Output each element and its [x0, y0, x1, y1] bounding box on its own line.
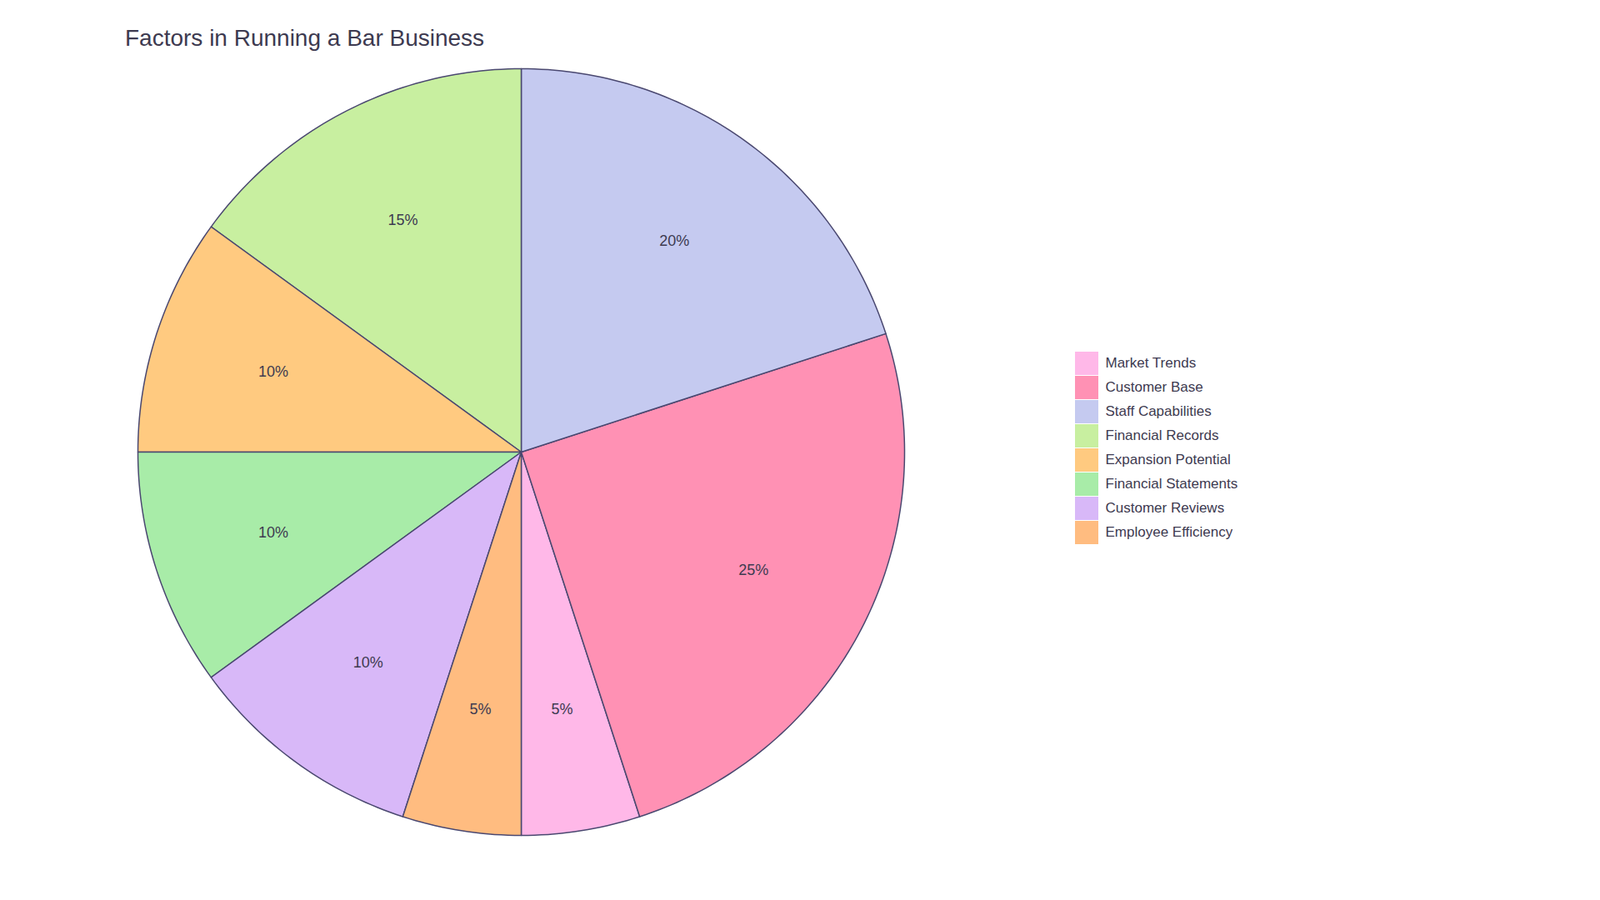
svg-text:15%: 15%: [387, 211, 418, 229]
svg-text:20%: 20%: [659, 232, 690, 250]
html-text:Financial Statements: Financial Statements: [1105, 475, 1238, 492]
html-text:Factors in Running a Bar Busin: Factors in Running a Bar Business: [125, 25, 485, 51]
html-text:Expansion Potential: Expansion Potential: [1105, 451, 1231, 468]
svg-text:5%: 5%: [470, 700, 492, 718]
svg-text:10%: 10%: [258, 363, 289, 380]
html-text:Customer Reviews: Customer Reviews: [1105, 499, 1225, 516]
svg-text:25%: 25%: [738, 561, 769, 579]
svg-text:5%: 5%: [550, 700, 573, 718]
svg-text:10%: 10%: [353, 654, 384, 671]
svg-text:10%: 10%: [258, 524, 289, 541]
html-text:Customer Base: Customer Base: [1105, 379, 1204, 395]
html-text:Market Trends: Market Trends: [1105, 354, 1196, 371]
html-text:Staff Capabilities: Staff Capabilities: [1105, 403, 1212, 419]
html-text:Financial Records: Financial Records: [1105, 427, 1219, 444]
html-text:Employee Efficiency: Employee Efficiency: [1105, 524, 1233, 540]
